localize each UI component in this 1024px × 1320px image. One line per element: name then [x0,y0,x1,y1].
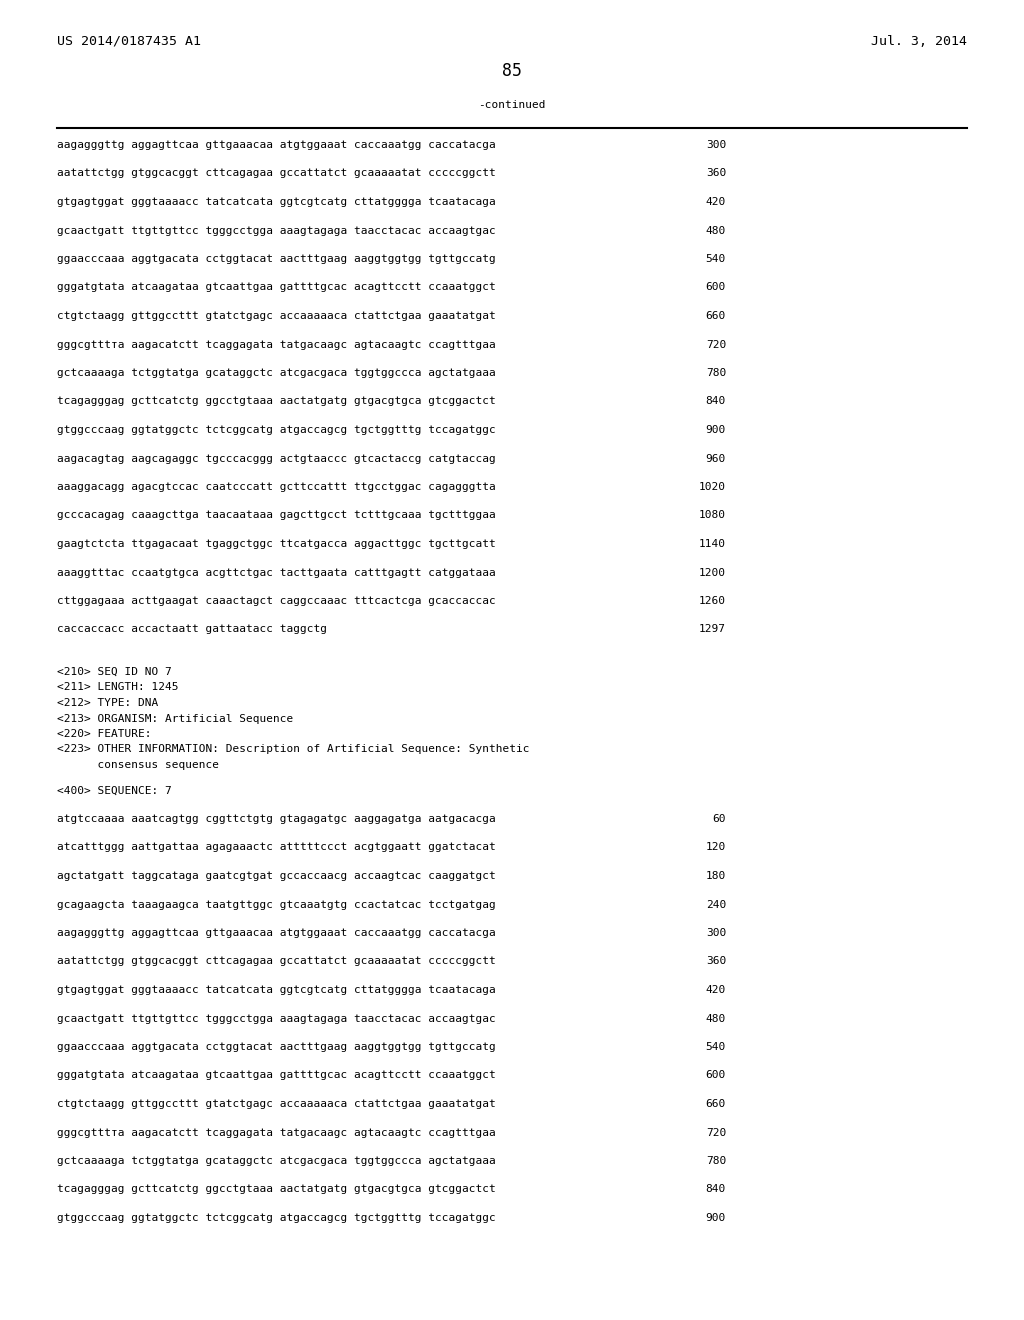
Text: aatattctgg gtggcacggt cttcagagaa gccattatct gcaaaaatat cccccggctt: aatattctgg gtggcacggt cttcagagaa gccatta… [57,169,496,178]
Text: <223> OTHER INFORMATION: Description of Artificial Sequence: Synthetic: <223> OTHER INFORMATION: Description of … [57,744,529,755]
Text: 1140: 1140 [699,539,726,549]
Text: <213> ORGANISM: Artificial Sequence: <213> ORGANISM: Artificial Sequence [57,714,293,723]
Text: 60: 60 [713,814,726,824]
Text: atgtccaaaa aaatcagtgg cggttctgtg gtagagatgc aaggagatga aatgacacga: atgtccaaaa aaatcagtgg cggttctgtg gtagaga… [57,814,496,824]
Text: gggatgtata atcaagataa gtcaattgaa gattttgcac acagttcctt ccaaatggct: gggatgtata atcaagataa gtcaattgaa gattttg… [57,1071,496,1081]
Text: <212> TYPE: DNA: <212> TYPE: DNA [57,698,159,708]
Text: 900: 900 [706,1213,726,1224]
Text: 1297: 1297 [699,624,726,635]
Text: 120: 120 [706,842,726,853]
Text: gctcaaaaga tctggtatga gcataggctc atcgacgaca tggtggccca agctatgaaa: gctcaaaaga tctggtatga gcataggctc atcgacg… [57,1156,496,1166]
Text: 900: 900 [706,425,726,436]
Text: gggcgtttта aagacatctt tcaggagata tatgacaagc agtacaagtc ccagtttgaa: gggcgtttта aagacatctt tcaggagata tatgaca… [57,339,496,350]
Text: aaaggacagg agacgtccac caatcccatt gcttccattt ttgcctggac cagagggtta: aaaggacagg agacgtccac caatcccatt gcttcca… [57,482,496,492]
Text: 720: 720 [706,339,726,350]
Text: 780: 780 [706,368,726,378]
Text: aagagggttg aggagttcaa gttgaaacaa atgtggaaat caccaaatgg caccatacga: aagagggttg aggagttcaa gttgaaacaa atgtgga… [57,928,496,939]
Text: gaagtctcta ttgagacaat tgaggctggc ttcatgacca aggacttggc tgcttgcatt: gaagtctcta ttgagacaat tgaggctggc ttcatga… [57,539,496,549]
Text: US 2014/0187435 A1: US 2014/0187435 A1 [57,36,201,48]
Text: 300: 300 [706,140,726,150]
Text: gggcgtttта aagacatctt tcaggagata tatgacaagc agtacaagtc ccagtttgaa: gggcgtttта aagacatctt tcaggagata tatgaca… [57,1127,496,1138]
Text: aaaggtttac ccaatgtgca acgttctgac tacttgaata catttgagtt catggataaa: aaaggtttac ccaatgtgca acgttctgac tacttga… [57,568,496,578]
Text: 780: 780 [706,1156,726,1166]
Text: ctgtctaagg gttggccttt gtatctgagc accaaaaaca ctattctgaa gaaatatgat: ctgtctaagg gttggccttt gtatctgagc accaaaa… [57,312,496,321]
Text: gtgagtggat gggtaaaacc tatcatcata ggtcgtcatg cttatgggga tcaatacaga: gtgagtggat gggtaaaacc tatcatcata ggtcgtc… [57,197,496,207]
Text: 660: 660 [706,312,726,321]
Text: gcaactgatt ttgttgttcc tgggcctgga aaagtagaga taacctacac accaagtgac: gcaactgatt ttgttgttcc tgggcctgga aaagtag… [57,226,496,235]
Text: aagacagtag aagcagaggc tgcccacggg actgtaaccc gtcactaccg catgtaccag: aagacagtag aagcagaggc tgcccacggg actgtaa… [57,454,496,463]
Text: 960: 960 [706,454,726,463]
Text: tcagagggag gcttcatctg ggcctgtaaa aactatgatg gtgacgtgca gtcggactct: tcagagggag gcttcatctg ggcctgtaaa aactatg… [57,396,496,407]
Text: 540: 540 [706,1041,726,1052]
Text: 420: 420 [706,985,726,995]
Text: gtggcccaag ggtatggctc tctcggcatg atgaccagcg tgctggtttg tccagatggc: gtggcccaag ggtatggctc tctcggcatg atgacca… [57,425,496,436]
Text: gggatgtata atcaagataa gtcaattgaa gattttgcac acagttcctt ccaaatggct: gggatgtata atcaagataa gtcaattgaa gattttg… [57,282,496,293]
Text: gcagaagcta taaagaagca taatgttggc gtcaaatgtg ccactatcac tcctgatgag: gcagaagcta taaagaagca taatgttggc gtcaaat… [57,899,496,909]
Text: 660: 660 [706,1100,726,1109]
Text: agctatgatt taggcataga gaatcgtgat gccaccaacg accaagtcac caaggatgct: agctatgatt taggcataga gaatcgtgat gccacca… [57,871,496,880]
Text: gcccacagag caaagcttga taacaataaa gagcttgcct tctttgcaaa tgctttggaa: gcccacagag caaagcttga taacaataaa gagcttg… [57,511,496,520]
Text: 540: 540 [706,253,726,264]
Text: 1200: 1200 [699,568,726,578]
Text: 1020: 1020 [699,482,726,492]
Text: 1260: 1260 [699,597,726,606]
Text: <211> LENGTH: 1245: <211> LENGTH: 1245 [57,682,178,693]
Text: gtggcccaag ggtatggctc tctcggcatg atgaccagcg tgctggtttg tccagatggc: gtggcccaag ggtatggctc tctcggcatg atgacca… [57,1213,496,1224]
Text: 240: 240 [706,899,726,909]
Text: caccaccacc accactaatt gattaatacc taggctg: caccaccacc accactaatt gattaatacc taggctg [57,624,327,635]
Text: 360: 360 [706,169,726,178]
Text: ggaacccaaa aggtgacata cctggtacat aactttgaag aaggtggtgg tgttgccatg: ggaacccaaa aggtgacata cctggtacat aactttg… [57,253,496,264]
Text: consensus sequence: consensus sequence [57,760,219,770]
Text: 85: 85 [502,62,522,81]
Text: gcaactgatt ttgttgttcc tgggcctgga aaagtagaga taacctacac accaagtgac: gcaactgatt ttgttgttcc tgggcctgga aaagtag… [57,1014,496,1023]
Text: 420: 420 [706,197,726,207]
Text: 840: 840 [706,1184,726,1195]
Text: 180: 180 [706,871,726,880]
Text: gctcaaaaga tctggtatga gcataggctc atcgacgaca tggtggccca agctatgaaa: gctcaaaaga tctggtatga gcataggctc atcgacg… [57,368,496,378]
Text: 1080: 1080 [699,511,726,520]
Text: <210> SEQ ID NO 7: <210> SEQ ID NO 7 [57,667,172,677]
Text: 360: 360 [706,957,726,966]
Text: 300: 300 [706,928,726,939]
Text: tcagagggag gcttcatctg ggcctgtaaa aactatgatg gtgacgtgca gtcggactct: tcagagggag gcttcatctg ggcctgtaaa aactatg… [57,1184,496,1195]
Text: 480: 480 [706,1014,726,1023]
Text: 840: 840 [706,396,726,407]
Text: aatattctgg gtggcacggt cttcagagaa gccattatct gcaaaaatat cccccggctt: aatattctgg gtggcacggt cttcagagaa gccatta… [57,957,496,966]
Text: Jul. 3, 2014: Jul. 3, 2014 [871,36,967,48]
Text: ggaacccaaa aggtgacata cctggtacat aactttgaag aaggtggtgg tgttgccatg: ggaacccaaa aggtgacata cctggtacat aactttg… [57,1041,496,1052]
Text: 600: 600 [706,1071,726,1081]
Text: 480: 480 [706,226,726,235]
Text: 720: 720 [706,1127,726,1138]
Text: gtgagtggat gggtaaaacc tatcatcata ggtcgtcatg cttatgggga tcaatacaga: gtgagtggat gggtaaaacc tatcatcata ggtcgtc… [57,985,496,995]
Text: <400> SEQUENCE: 7: <400> SEQUENCE: 7 [57,785,172,796]
Text: atcatttggg aattgattaa agagaaactc atttttccct acgtggaatt ggatctacat: atcatttggg aattgattaa agagaaactc atttttc… [57,842,496,853]
Text: cttggagaaa acttgaagat caaactagct caggccaaac tttcactcga gcaccaccac: cttggagaaa acttgaagat caaactagct caggcca… [57,597,496,606]
Text: 600: 600 [706,282,726,293]
Text: -continued: -continued [478,100,546,110]
Text: ctgtctaagg gttggccttt gtatctgagc accaaaaaca ctattctgaa gaaatatgat: ctgtctaagg gttggccttt gtatctgagc accaaaa… [57,1100,496,1109]
Text: aagagggttg aggagttcaa gttgaaacaa atgtggaaat caccaaatgg caccatacga: aagagggttg aggagttcaa gttgaaacaa atgtgga… [57,140,496,150]
Text: <220> FEATURE:: <220> FEATURE: [57,729,152,739]
